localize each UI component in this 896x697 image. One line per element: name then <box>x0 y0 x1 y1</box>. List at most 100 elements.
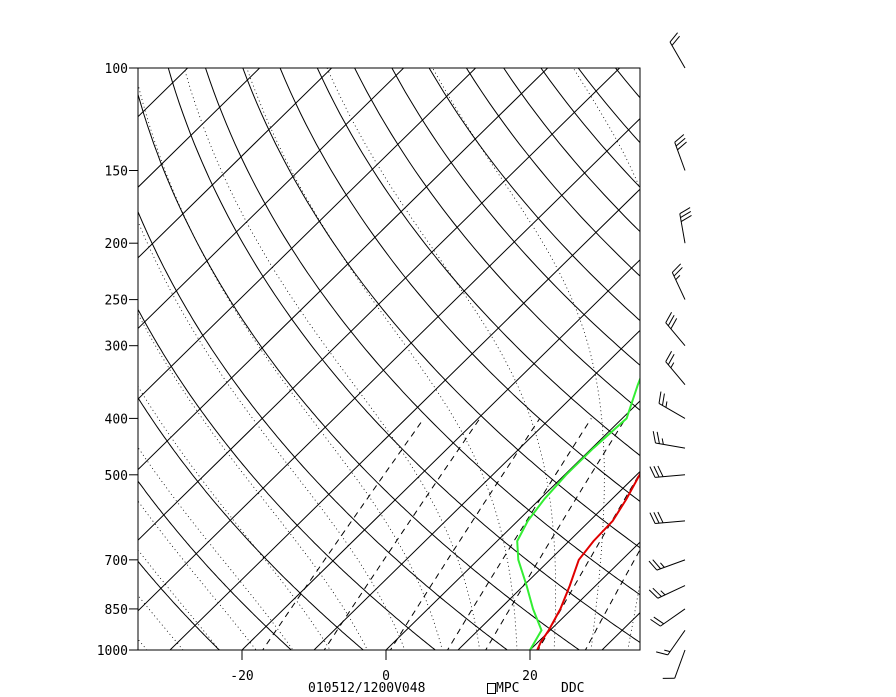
dry-adiabat-line <box>204 68 640 596</box>
dry-adiabat-line <box>716 55 896 662</box>
temperature-tick-label: 0 <box>382 669 390 684</box>
wind-barb <box>649 465 686 478</box>
isotherm-line <box>169 188 640 650</box>
isotherm-line <box>138 68 621 541</box>
wind-barb <box>648 585 686 599</box>
wind-barb <box>669 32 686 69</box>
wind-barb <box>671 263 686 300</box>
mixing-ratio-line <box>389 418 541 650</box>
isotherm-line <box>385 400 640 650</box>
pressure-tick-label: 150 <box>105 164 128 179</box>
pressure-tick-label: 250 <box>105 294 128 309</box>
dry-adiabat-line <box>752 55 896 662</box>
wind-barb <box>656 630 686 656</box>
moist-adiabat-line <box>138 594 184 650</box>
wind-barb <box>650 608 686 627</box>
wind-barb <box>665 311 686 347</box>
isotherm-line <box>138 68 405 330</box>
dry-adiabat-line <box>138 480 293 650</box>
mixing-ratio-line <box>584 548 640 650</box>
isotherm-line <box>0 55 129 662</box>
dry-adiabat-line <box>503 68 640 233</box>
mixing-ratio-line <box>485 418 627 650</box>
moist-adiabat-line <box>138 313 368 650</box>
center-label: MPC <box>496 681 520 696</box>
temperature-tick-label: 20 <box>522 669 538 684</box>
dry-adiabat-line <box>316 68 640 457</box>
dry-adiabat-line <box>614 68 640 99</box>
dry-adiabat-line <box>138 210 509 650</box>
dewpoint-profile-line <box>516 376 640 650</box>
wind-barb <box>662 649 686 679</box>
isotherm-line <box>138 68 333 259</box>
moist-adiabat-line <box>661 68 752 662</box>
isotherm-line <box>529 541 640 650</box>
moist-adiabat-line <box>138 549 221 650</box>
dry-adiabat-line <box>577 68 640 144</box>
moist-adiabat-line <box>138 82 443 650</box>
pressure-tick-label: 300 <box>105 340 128 355</box>
isotherm-line <box>661 55 896 662</box>
isotherm-line <box>138 68 549 471</box>
dry-adiabat-line <box>138 92 581 650</box>
moist-adiabat-line <box>326 68 556 650</box>
dry-adiabat-line <box>679 55 896 662</box>
wind-barb <box>648 559 686 571</box>
pressure-tick-label: 400 <box>105 412 128 427</box>
dry-adiabat-line <box>138 308 437 650</box>
dry-adiabat-line <box>279 68 640 503</box>
mixing-ratio-line <box>323 418 481 650</box>
dry-adiabat-line <box>242 68 640 549</box>
isotherm-line <box>138 68 477 400</box>
axis-labels: 100 150 200 250 300 400 500 700 850 1000 -20 0 20 <box>97 62 538 684</box>
temperature-tick-label: -20 <box>230 669 253 684</box>
background-grid <box>0 55 896 662</box>
moist-adiabat-line <box>432 68 605 650</box>
isotherm-line <box>313 329 640 650</box>
dry-adiabat-line <box>167 68 640 644</box>
isotherm-line <box>138 68 189 118</box>
mpc-logo-icon <box>487 683 496 694</box>
wind-barb <box>679 207 692 244</box>
isotherm-line <box>733 55 896 662</box>
dry-adiabat-line <box>391 68 640 366</box>
wind-barb <box>649 511 686 524</box>
wind-barb <box>665 350 686 385</box>
pressure-tick-label: 850 <box>105 603 128 618</box>
dry-adiabat-line <box>465 68 640 277</box>
wind-barb <box>674 134 687 171</box>
pressure-tick-label: 1000 <box>97 644 128 659</box>
dry-adiabat-line <box>138 397 365 650</box>
moist-adiabat-line <box>138 220 406 650</box>
moist-adiabat-line <box>138 446 294 650</box>
wind-barb <box>658 391 686 419</box>
dry-adiabat-line <box>354 68 640 411</box>
plot-frame <box>137 67 641 651</box>
isotherm-line <box>138 68 261 188</box>
pressure-tick-label: 700 <box>105 554 128 569</box>
temperature-profile-line <box>536 471 640 650</box>
isotherm-line <box>457 470 640 650</box>
dry-adiabat-line <box>428 68 640 322</box>
dry-adiabat-line <box>789 55 896 662</box>
isotherm-line <box>601 612 640 650</box>
dry-adiabat-line <box>642 55 896 662</box>
footer: 010512/1200V048 MPC DDC <box>0 681 896 697</box>
isotherm-line <box>0 55 57 662</box>
isotherm-line <box>138 117 640 612</box>
moist-adiabat-line <box>138 385 331 650</box>
mixing-ratio-line <box>537 472 640 650</box>
moist-adiabat-line <box>138 638 148 650</box>
wind-barb <box>652 431 686 449</box>
pressure-tick-label: 100 <box>105 62 128 77</box>
moist-adiabat-line <box>138 500 257 650</box>
dry-adiabat-line <box>540 68 640 188</box>
dry-adiabat-line <box>138 560 221 650</box>
mixing-ratio-line <box>262 418 425 650</box>
pressure-tick-label: 200 <box>105 237 128 252</box>
station-label: DDC <box>561 681 585 696</box>
wind-barbs <box>648 32 692 679</box>
moist-adiabat-line <box>246 68 518 650</box>
run-time-label: 010512/1200V048 <box>308 681 426 696</box>
